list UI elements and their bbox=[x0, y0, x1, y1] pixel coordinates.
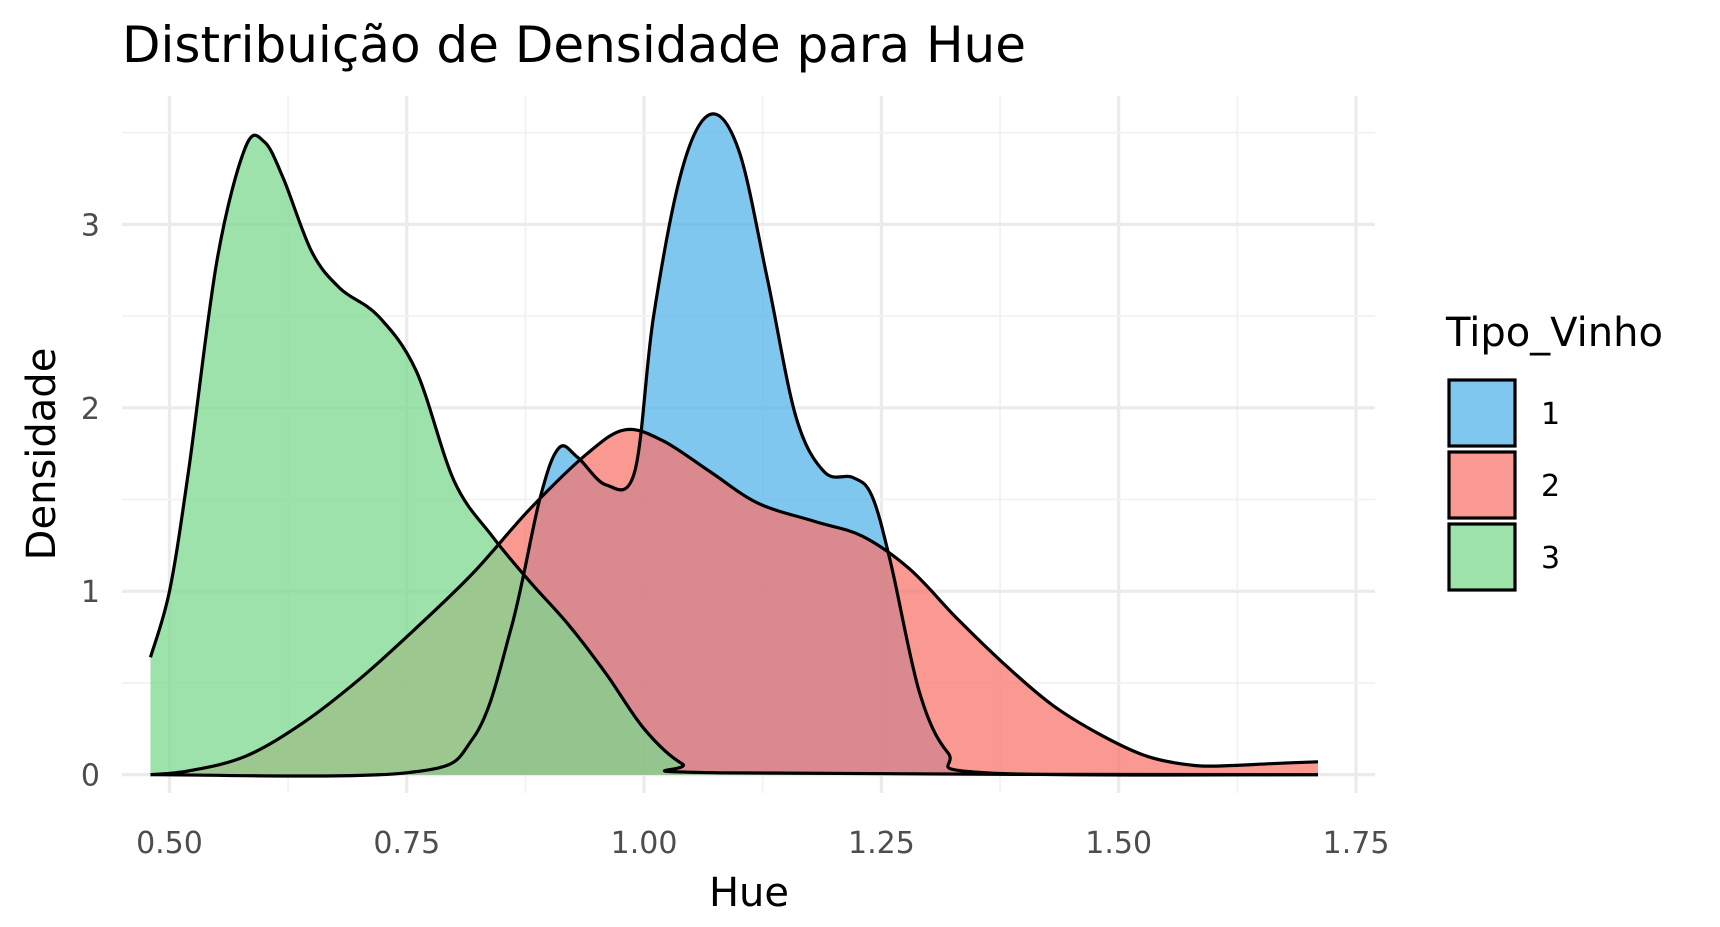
density-line-series-2 bbox=[150, 427, 1319, 777]
x-tick-label: 0.50 bbox=[136, 826, 203, 861]
legend-key-3 bbox=[1447, 522, 1517, 592]
chart-title: Distribuição de Densidade para Hue bbox=[122, 16, 1026, 74]
x-tick-label: 1.25 bbox=[848, 826, 915, 861]
x-tick-label: 1.75 bbox=[1323, 826, 1390, 861]
density-line-series-3 bbox=[148, 133, 1319, 777]
density-area-series-1 bbox=[150, 113, 1318, 777]
x-tick-label: 1.50 bbox=[1085, 826, 1152, 861]
y-tick-label: 0 bbox=[81, 759, 100, 794]
y-tick-label: 2 bbox=[81, 392, 100, 427]
y-tick-label: 3 bbox=[81, 208, 100, 243]
legend-label-3: 3 bbox=[1541, 541, 1560, 576]
density-areas bbox=[150, 113, 1318, 777]
x-axis-title: Hue bbox=[709, 870, 789, 916]
x-tick-label: 1.00 bbox=[611, 826, 678, 861]
x-tick-label: 0.75 bbox=[373, 826, 440, 861]
legend-title: Tipo_Vinho bbox=[1445, 310, 1663, 356]
y-tick-label: 1 bbox=[81, 575, 100, 610]
legend-label-1: 1 bbox=[1541, 397, 1560, 432]
legend-key-2 bbox=[1447, 450, 1517, 520]
legend: Tipo_Vinho 1 2 3 bbox=[1445, 310, 1663, 592]
x-axis-ticks: 0.50 0.75 1.00 1.25 1.50 1.75 bbox=[136, 826, 1389, 861]
density-line-series-1 bbox=[150, 112, 1319, 778]
legend-label-2: 2 bbox=[1541, 469, 1560, 504]
y-axis-ticks: 0 1 2 3 bbox=[81, 208, 100, 793]
legend-key-1 bbox=[1447, 378, 1517, 448]
y-axis-title: Densidade bbox=[19, 348, 65, 561]
density-area-series-3 bbox=[150, 135, 1318, 775]
density-outlines bbox=[148, 112, 1319, 778]
